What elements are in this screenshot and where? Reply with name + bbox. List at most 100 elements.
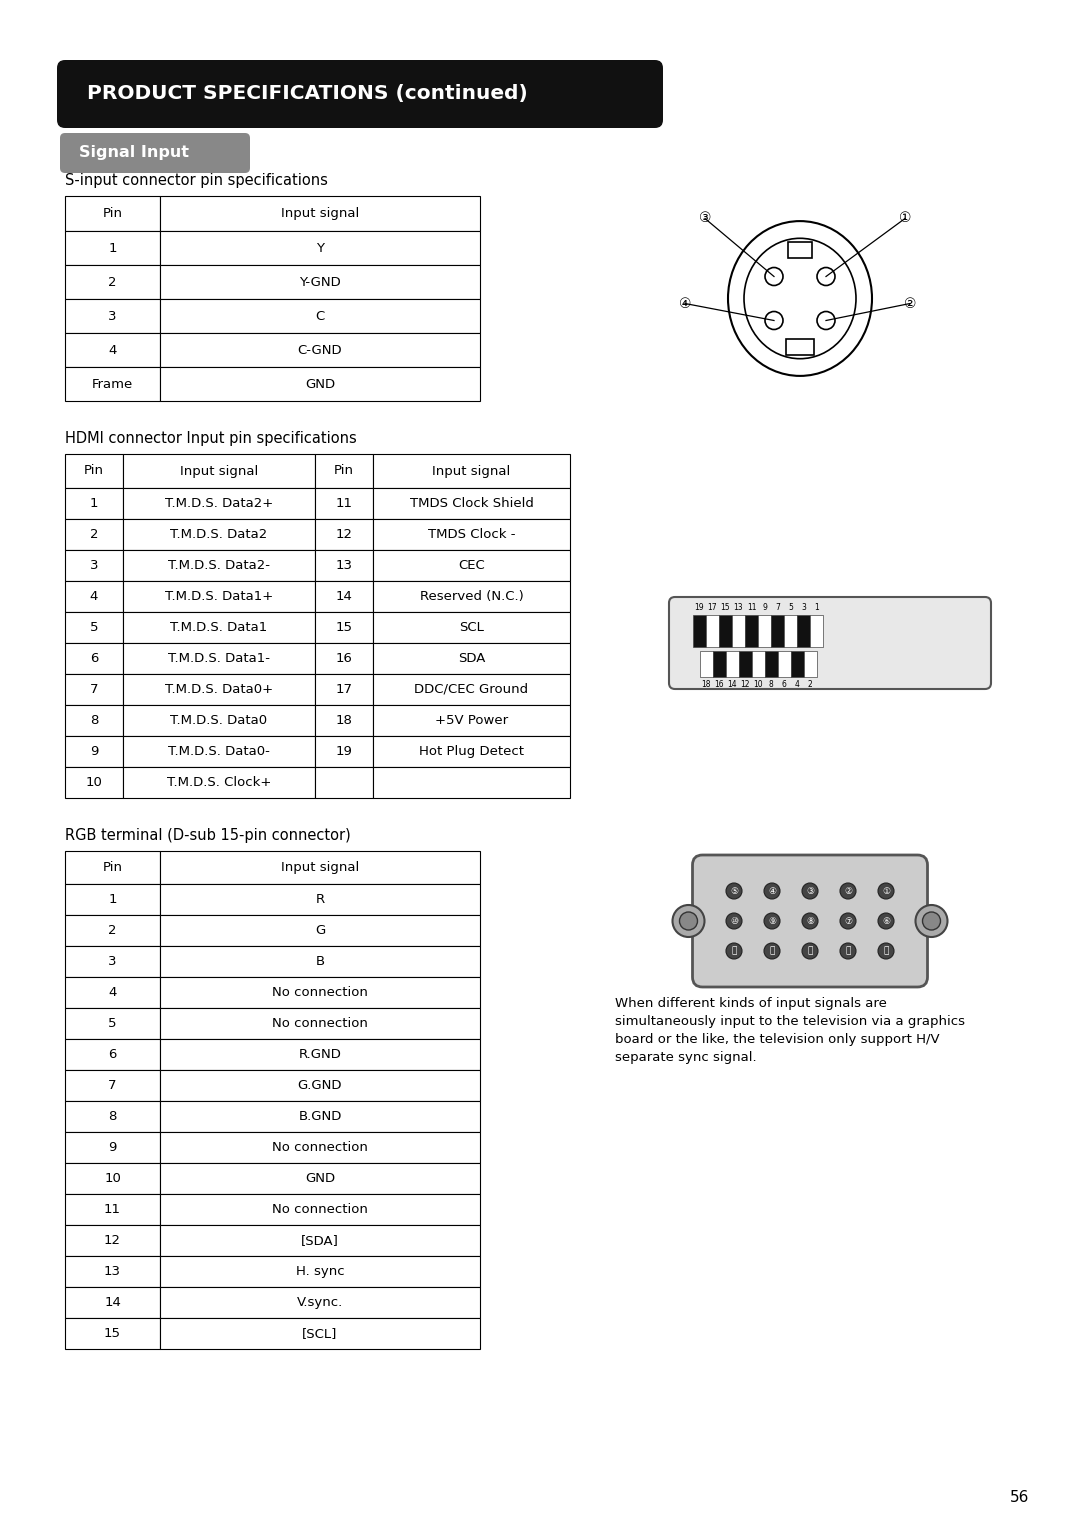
Bar [65,1039,160,1070]
Text: ⑧: ⑧ [806,917,814,926]
Text: 15: 15 [720,604,730,613]
Bar [65,454,123,487]
Bar [123,520,315,550]
FancyBboxPatch shape [57,60,663,128]
Text: 11: 11 [104,1203,121,1216]
Bar [810,614,823,646]
Text: No connection: No connection [272,986,368,999]
Bar [726,651,739,677]
Bar [160,333,480,367]
Bar [160,1132,480,1163]
Text: 11: 11 [336,497,352,510]
Bar [160,1039,480,1070]
Bar [771,614,784,646]
Text: ⑮: ⑮ [731,946,737,955]
Text: 2: 2 [90,529,98,541]
Text: 12: 12 [104,1235,121,1247]
Circle shape [878,883,894,898]
Bar [315,674,373,704]
Bar [700,651,713,677]
Text: ③: ③ [699,211,712,226]
Bar [65,1163,160,1193]
Bar [160,1193,480,1225]
Text: ⑫: ⑫ [846,946,851,955]
Text: 9: 9 [108,1141,117,1154]
Text: When different kinds of input signals are
simultaneously input to the television: When different kinds of input signals ar… [615,996,966,1063]
Bar [123,736,315,767]
Bar [373,550,570,581]
Text: ⑬: ⑬ [808,946,812,955]
Bar [65,1132,160,1163]
FancyBboxPatch shape [788,243,812,258]
Text: 2: 2 [808,680,812,689]
Text: T.M.D.S. Data2+: T.M.D.S. Data2+ [165,497,273,510]
Text: 10: 10 [85,776,103,788]
Circle shape [673,905,704,937]
Text: 56: 56 [1010,1490,1029,1505]
Bar [745,614,758,646]
Bar [65,1102,160,1132]
Bar [784,614,797,646]
Text: T.M.D.S. Data1+: T.M.D.S. Data1+ [165,590,273,604]
Ellipse shape [728,222,872,376]
Text: Input signal: Input signal [281,206,360,220]
Bar [123,487,315,520]
Text: Reserved (N.C.): Reserved (N.C.) [420,590,524,604]
Bar [160,1287,480,1319]
Text: ④: ④ [768,886,777,895]
Text: 3: 3 [90,559,98,571]
Bar [315,613,373,643]
Bar [65,885,160,915]
Circle shape [726,883,742,898]
Bar [123,674,315,704]
Text: 4: 4 [795,680,799,689]
Text: 8: 8 [769,680,773,689]
Text: 14: 14 [727,680,737,689]
Text: ⑪: ⑪ [883,946,889,955]
Text: 9: 9 [762,604,767,613]
Bar [65,520,123,550]
Text: 17: 17 [336,683,352,695]
Text: 14: 14 [104,1296,121,1309]
Bar [65,196,160,231]
Circle shape [802,883,818,898]
Bar [160,1256,480,1287]
Text: T.M.D.S. Data0: T.M.D.S. Data0 [171,714,268,727]
Bar [315,643,373,674]
Circle shape [922,912,941,931]
Text: ⑨: ⑨ [768,917,777,926]
Bar [373,581,570,613]
Bar [315,581,373,613]
Circle shape [765,267,783,286]
Text: 13: 13 [733,604,743,613]
Circle shape [816,312,835,330]
Text: Signal Input: Signal Input [79,145,189,160]
Bar [65,1008,160,1039]
Text: Y: Y [316,241,324,255]
Bar [123,550,315,581]
Circle shape [764,943,780,960]
Text: 13: 13 [104,1265,121,1277]
Bar [65,976,160,1008]
Circle shape [802,943,818,960]
Text: RGB terminal (D-sub 15-pin connector): RGB terminal (D-sub 15-pin connector) [65,828,351,843]
Text: H. sync: H. sync [296,1265,345,1277]
Bar [160,367,480,400]
Bar [804,651,816,677]
Text: R: R [315,892,325,906]
Bar [160,264,480,299]
Text: Pin: Pin [103,206,122,220]
Bar [123,704,315,736]
Text: GND: GND [305,377,335,391]
Text: S-input connector pin specifications: S-input connector pin specifications [65,173,328,188]
Bar [373,674,570,704]
Bar [65,1070,160,1102]
Bar [373,613,570,643]
Text: 4: 4 [108,986,117,999]
Bar [373,736,570,767]
Circle shape [764,883,780,898]
Text: ⑥: ⑥ [882,917,890,926]
Text: 2: 2 [108,924,117,937]
Text: T.M.D.S. Data1-: T.M.D.S. Data1- [168,652,270,665]
Text: 15: 15 [336,620,352,634]
